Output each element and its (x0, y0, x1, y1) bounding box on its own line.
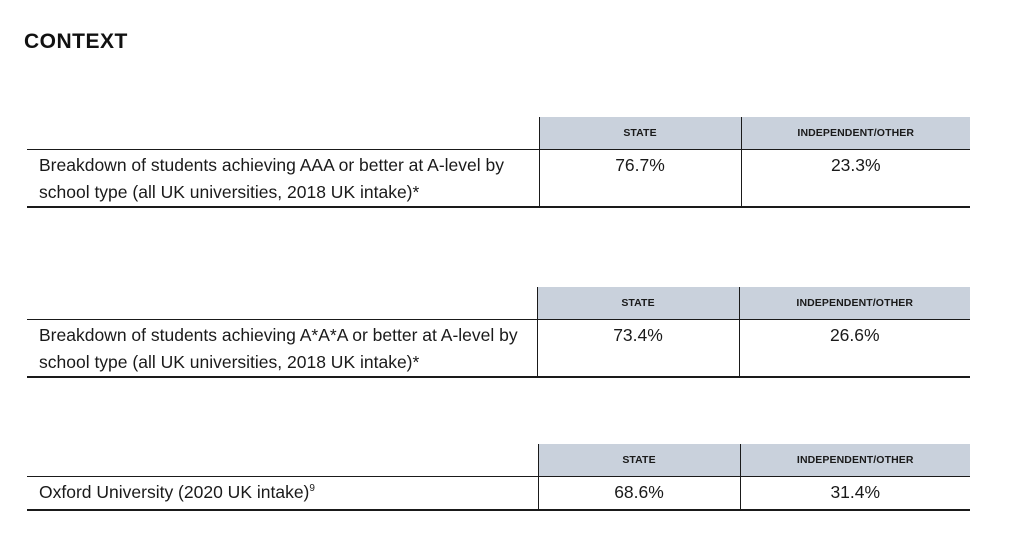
row-label-cell: Breakdown of students achieving AAA or b… (27, 149, 539, 208)
value-independent-other: 31.4% (739, 476, 970, 511)
header-blank-cell (27, 444, 538, 477)
row-label-cell: Oxford University (2020 UK intake)9 (27, 476, 538, 511)
row-label: Oxford University (2020 UK intake) (39, 481, 310, 502)
header-independent-other: INDEPENDENT/OTHER (739, 444, 970, 477)
footnote-mark: * (412, 181, 420, 202)
footnote-mark: * (412, 351, 420, 372)
context-table-astar: STATE INDEPENDENT/OTHER Breakdown of stu… (27, 287, 970, 378)
row-label: Breakdown of students achieving A*A*A or… (39, 324, 518, 372)
header-state: STATE (536, 287, 739, 320)
value-state: 68.6% (537, 476, 740, 511)
row-label-cell: Breakdown of students achieving A*A*A or… (27, 319, 537, 378)
header-independent-other: INDEPENDENT/OTHER (738, 287, 970, 320)
table-row: Oxford University (2020 UK intake)9 68.6… (27, 476, 970, 511)
value-independent-other: 26.6% (738, 319, 970, 378)
table-row: Breakdown of students achieving A*A*A or… (27, 319, 970, 378)
table-header-row: STATE INDEPENDENT/OTHER (27, 117, 970, 150)
page-title: CONTEXT (24, 30, 128, 53)
header-state: STATE (537, 444, 740, 477)
context-table-aaa: STATE INDEPENDENT/OTHER Breakdown of stu… (27, 117, 970, 208)
header-state: STATE (538, 117, 741, 150)
footnote-mark: 9 (309, 482, 315, 494)
value-state: 76.7% (538, 149, 741, 208)
value-state: 73.4% (536, 319, 739, 378)
value-independent-other: 23.3% (740, 149, 970, 208)
header-blank-cell (27, 117, 539, 150)
context-table-oxford: STATE INDEPENDENT/OTHER Oxford Universit… (27, 444, 970, 511)
row-label: Breakdown of students achieving AAA or b… (39, 154, 504, 202)
header-blank-cell (27, 287, 537, 320)
header-independent-other: INDEPENDENT/OTHER (740, 117, 970, 150)
table-header-row: STATE INDEPENDENT/OTHER (27, 444, 970, 477)
table-row: Breakdown of students achieving AAA or b… (27, 149, 970, 208)
table-header-row: STATE INDEPENDENT/OTHER (27, 287, 970, 320)
